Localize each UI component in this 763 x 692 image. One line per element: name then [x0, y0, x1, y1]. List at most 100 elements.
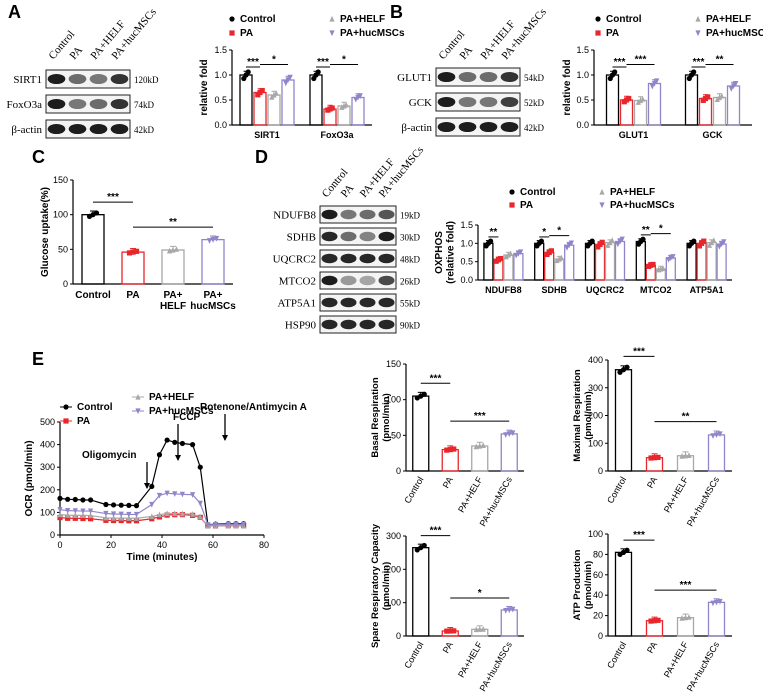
ocr-point: [164, 437, 170, 443]
data-point: [93, 210, 100, 216]
x-category-label: PA: [645, 640, 659, 655]
y-tick-label: 400: [588, 355, 603, 365]
data-point: [691, 69, 697, 75]
legend-label: PA+hucMSCs: [610, 200, 675, 211]
data-point: [655, 617, 661, 623]
band-label: MTCO2: [279, 276, 316, 288]
bar-atp5a1-1: [696, 242, 707, 281]
legend-label: PA: [77, 416, 90, 427]
ocr-point: [172, 491, 178, 497]
legend-label: PA+HELF: [610, 187, 655, 198]
band: [479, 71, 498, 83]
legend-marker-pahelf: [695, 15, 701, 22]
data-point: [679, 614, 685, 621]
bar-mtco2-0: [635, 240, 646, 281]
panel-letter-d: D: [255, 147, 268, 167]
legend-marker: [135, 393, 141, 400]
band: [500, 96, 519, 108]
y-tick-label: 200: [588, 411, 603, 421]
band: [359, 209, 376, 220]
data-point: [640, 236, 646, 242]
data-point: [682, 452, 689, 459]
legend-label: PA+hucMSCs: [149, 406, 214, 417]
significance-label: *: [478, 588, 482, 599]
y-tick-label: 0.5: [214, 95, 227, 105]
ocr-point: [164, 490, 170, 497]
blot-strip: [319, 249, 397, 268]
legend-marker-pa: [229, 30, 235, 36]
blot-strip: [45, 94, 131, 114]
chart-e-ocr: 0 100 200 300 400 500 0 20 40 60 80 Time (minutes) O…: [24, 392, 307, 563]
data-point: [343, 101, 349, 108]
data-point: [716, 243, 722, 250]
ocr-point: [225, 521, 231, 528]
ocr-point: [103, 514, 109, 521]
data-point: [624, 364, 630, 370]
data-point: [617, 238, 623, 245]
ocr-point: [80, 512, 86, 518]
y-axis-label: relative fold: [199, 59, 210, 115]
band-label: ATP5A1: [277, 298, 316, 310]
y-tick-label: 100: [386, 395, 401, 405]
bar-glut1-3: [647, 82, 662, 126]
x-label-line: PA+: [164, 290, 183, 301]
data-point: [624, 547, 630, 553]
x-category-label: ATP5A1: [690, 285, 724, 295]
x-category-label: Control: [402, 475, 425, 505]
band: [340, 297, 357, 308]
data-point: [329, 105, 335, 111]
y-axis-label-line: OXPHOS: [434, 231, 445, 274]
ocr-point: [80, 515, 86, 522]
data-point: [506, 431, 512, 438]
bar-glut1-0: [605, 74, 620, 126]
significance-label: ***: [693, 57, 705, 68]
x-category-label: Control: [402, 640, 425, 670]
bar-foxo3a-0: [309, 74, 323, 126]
annotation-label: Oligomycin: [82, 450, 136, 461]
legend-marker: [63, 418, 69, 424]
ocr-point: [179, 440, 185, 447]
y-tick-label: 50: [58, 244, 68, 254]
legend-label: PA+hucMSCs: [706, 28, 763, 39]
legend-b: Control PA PA+HELF PA+hucMSCs: [595, 14, 763, 39]
y-axis-label-line: (pmol/min): [583, 391, 594, 440]
band-kd: 30kD: [400, 233, 421, 243]
significance-label: ***: [635, 55, 647, 66]
data-point: [245, 69, 251, 75]
y-axis-label-line: (pmol/min): [381, 393, 392, 442]
y-tick-label: 100: [386, 598, 401, 608]
y-tick-label: 0.0: [460, 275, 473, 285]
data-point: [730, 83, 737, 90]
band: [68, 123, 87, 135]
ocr-point: [103, 501, 109, 508]
legend-label: PA: [240, 28, 253, 39]
band: [359, 297, 376, 308]
ocr-point: [72, 508, 78, 514]
band: [359, 231, 376, 242]
ocr-point: [164, 510, 170, 517]
ocr-point: [133, 515, 140, 521]
y-tick-label: 100: [588, 438, 603, 448]
band: [89, 123, 108, 135]
significance-label: *: [342, 55, 346, 66]
y-tick-label: 20: [593, 611, 603, 621]
band-kd: 42kD: [524, 123, 545, 133]
ocr-point: [197, 500, 203, 507]
ocr-point: [80, 497, 86, 503]
data-point: [654, 78, 660, 85]
data-point: [518, 249, 524, 256]
data-point: [271, 91, 277, 98]
band-label: SDHB: [287, 232, 316, 244]
ocr-point: [103, 510, 109, 517]
data-point: [126, 250, 133, 256]
legend-marker: [63, 404, 69, 410]
data-point: [710, 600, 716, 607]
legend-label: Control: [606, 14, 642, 25]
data-point: [655, 454, 661, 460]
y-axis-label-line: (pmol/min): [381, 562, 392, 611]
y-tick-label: 1.5: [576, 45, 589, 55]
ocr-point: [88, 497, 94, 503]
y-tick-label: 1.0: [460, 238, 473, 248]
y-axis-label-line: Basal Respiration: [370, 377, 381, 457]
